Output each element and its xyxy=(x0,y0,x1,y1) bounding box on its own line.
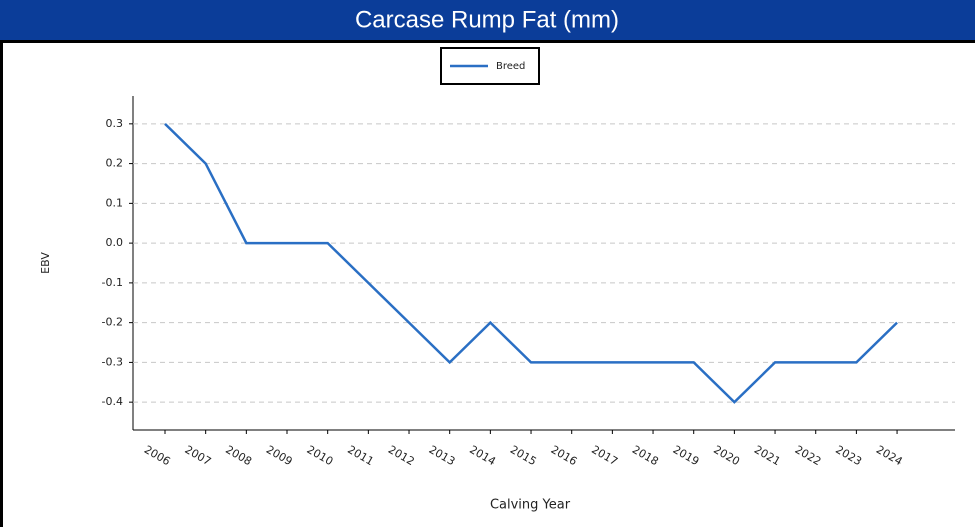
y-tick-label: -0.4 xyxy=(102,395,123,408)
x-tick-label: 2010 xyxy=(305,443,336,468)
chart-title: Carcase Rump Fat (mm) xyxy=(355,6,619,33)
x-tick-label: 2014 xyxy=(467,443,498,468)
y-tick-label: -0.2 xyxy=(102,316,123,329)
line-series xyxy=(164,122,898,404)
y-tick-label: 0.0 xyxy=(106,236,124,249)
x-tick-label: 2016 xyxy=(549,443,580,468)
x-tick-label: 2023 xyxy=(833,443,864,468)
x-tick-label: 2007 xyxy=(183,443,214,468)
y-tick-label: 0.1 xyxy=(106,196,124,209)
x-tick-label: 2012 xyxy=(386,443,417,468)
y-tick-label: 0.2 xyxy=(106,157,124,170)
title-bar xyxy=(0,0,975,40)
y-axis-label: EBV xyxy=(39,252,52,274)
x-tick-label: 2013 xyxy=(427,443,458,468)
x-tick-label: 2020 xyxy=(711,443,742,468)
x-tick-label: 2024 xyxy=(874,443,905,468)
y-tick-label: -0.3 xyxy=(102,355,123,368)
x-tick-label: 2011 xyxy=(345,443,376,468)
x-tick-label: 2009 xyxy=(264,443,295,468)
legend-label: Breed xyxy=(496,61,525,72)
x-tick-label: 2017 xyxy=(589,443,620,468)
frame xyxy=(0,40,975,527)
x-tick-label: 2022 xyxy=(793,443,824,468)
x-axis-label: Calving Year xyxy=(490,498,571,513)
x-tick-label: 2021 xyxy=(752,443,783,468)
y-tick-label: 0.3 xyxy=(106,117,124,130)
x-tick-label: 2015 xyxy=(508,443,539,468)
x-tick-label: 2019 xyxy=(671,443,702,468)
y-tick-label: -0.1 xyxy=(102,276,123,289)
x-tick-label: 2018 xyxy=(630,443,661,468)
x-tick-label: 2008 xyxy=(223,443,254,468)
x-tick-label: 2006 xyxy=(142,443,173,468)
